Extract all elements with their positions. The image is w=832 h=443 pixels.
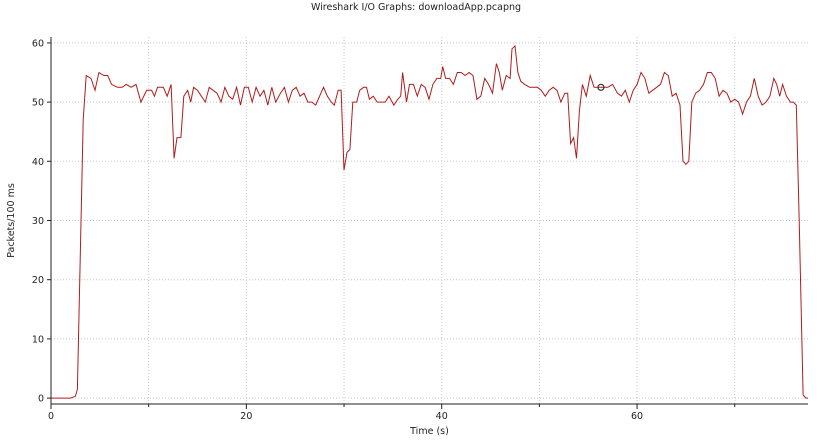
y-tick-label: 60: [32, 38, 44, 49]
y-tick-label: 0: [38, 394, 44, 405]
series-layer: [51, 44, 808, 399]
grid-lines: [50, 37, 808, 404]
x-tick-label: 40: [436, 411, 448, 422]
series-line: [51, 44, 808, 399]
x-tick-label: 20: [240, 411, 252, 422]
y-tick-label: 30: [32, 216, 44, 227]
window-title: Wireshark I/O Graphs: downloadApp.pcapng: [310, 2, 522, 13]
x-tick-label: 0: [48, 411, 54, 422]
y-tick-label: 20: [32, 275, 44, 286]
x-axis-title: Time (s): [409, 426, 449, 437]
y-tick-label: 50: [32, 98, 44, 109]
y-tick-label: 10: [32, 334, 44, 345]
data-point-marker[interactable]: [597, 83, 605, 91]
x-tick-label: 60: [631, 411, 643, 422]
y-axis-title: Packets/100 ms: [6, 183, 17, 258]
tick-labels: 0 10 20 30 40 50 60 0 20 40 60: [32, 38, 736, 422]
y-tick-label: 40: [32, 157, 44, 168]
